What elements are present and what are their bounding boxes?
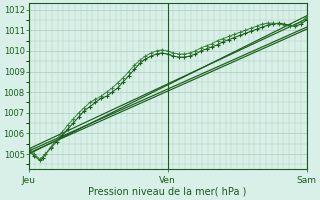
X-axis label: Pression niveau de la mer( hPa ): Pression niveau de la mer( hPa ) (88, 187, 247, 197)
